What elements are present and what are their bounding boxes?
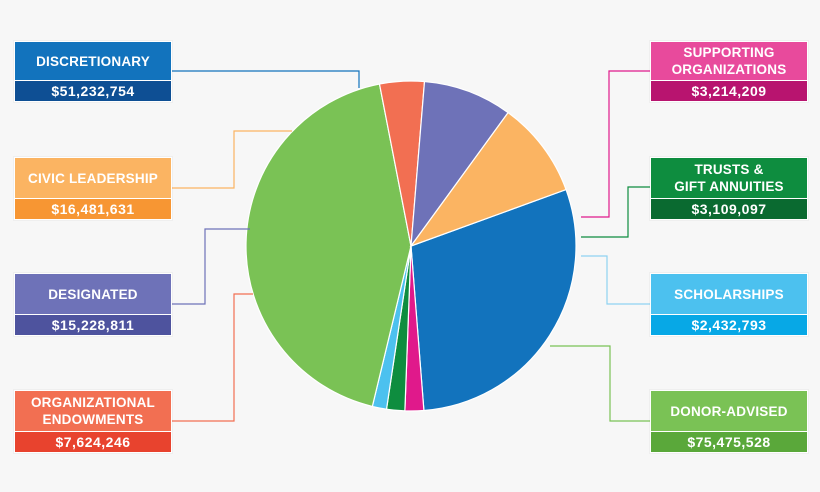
leader-line-designated <box>170 228 250 305</box>
legend-label-civic-leadership: CIVIC LEADERSHIP <box>15 158 171 198</box>
legend-value-designated: $15,228,811 <box>15 314 171 335</box>
pie-slice-donor-advised <box>245 83 412 408</box>
legend-box-donor-advised: DONOR-ADVISED $75,475,528 <box>650 390 808 453</box>
leader-line-donor-advised <box>550 345 650 422</box>
legend-box-trusts-gift-annuities: TRUSTS & GIFT ANNUITIES $3,109,097 <box>650 157 808 220</box>
legend-label-supporting-organizations: SUPPORTING ORGANIZATIONS <box>651 42 807 80</box>
leader-line-scholarships <box>581 255 650 305</box>
legend-value-donor-advised: $75,475,528 <box>651 431 807 452</box>
legend-value-trusts-gift-annuities: $3,109,097 <box>651 198 807 219</box>
legend-box-organizational-endowments: ORGANIZATIONAL ENDOWMENTS $7,624,246 <box>14 390 172 453</box>
legend-box-supporting-organizations: SUPPORTING ORGANIZATIONS $3,214,209 <box>650 41 808 102</box>
legend-box-civic-leadership: CIVIC LEADERSHIP $16,481,631 <box>14 157 172 220</box>
legend-value-supporting-organizations: $3,214,209 <box>651 80 807 101</box>
legend-value-organizational-endowments: $7,624,246 <box>15 431 171 452</box>
legend-label-scholarships: SCHOLARSHIPS <box>651 274 807 314</box>
legend-box-discretionary: DISCRETIONARY $51,232,754 <box>14 41 172 102</box>
legend-box-scholarships: SCHOLARSHIPS $2,432,793 <box>650 273 808 336</box>
legend-label-designated: DESIGNATED <box>15 274 171 314</box>
legend-box-designated: DESIGNATED $15,228,811 <box>14 273 172 336</box>
legend-label-trusts-gift-annuities: TRUSTS & GIFT ANNUITIES <box>651 158 807 198</box>
pie-slice-discretionary <box>410 188 577 412</box>
legend-value-discretionary: $51,232,754 <box>15 80 171 101</box>
legend-value-scholarships: $2,432,793 <box>651 314 807 335</box>
pie-slice-designated <box>410 80 509 249</box>
leader-line-discretionary <box>170 70 360 88</box>
legend-label-discretionary: DISCRETIONARY <box>15 42 171 80</box>
legend-label-organizational-endowments: ORGANIZATIONAL ENDOWMENTS <box>15 391 171 431</box>
legend-value-civic-leadership: $16,481,631 <box>15 198 171 219</box>
leader-line-supporting-organizations <box>581 70 650 218</box>
leader-line-organizational-endowments <box>170 293 253 422</box>
leader-line-trusts-gift-annuities <box>581 186 650 238</box>
leader-line-civic-leadership <box>170 130 292 189</box>
pie-slice-civic-leadership <box>409 111 567 248</box>
legend-label-donor-advised: DONOR-ADVISED <box>651 391 807 431</box>
